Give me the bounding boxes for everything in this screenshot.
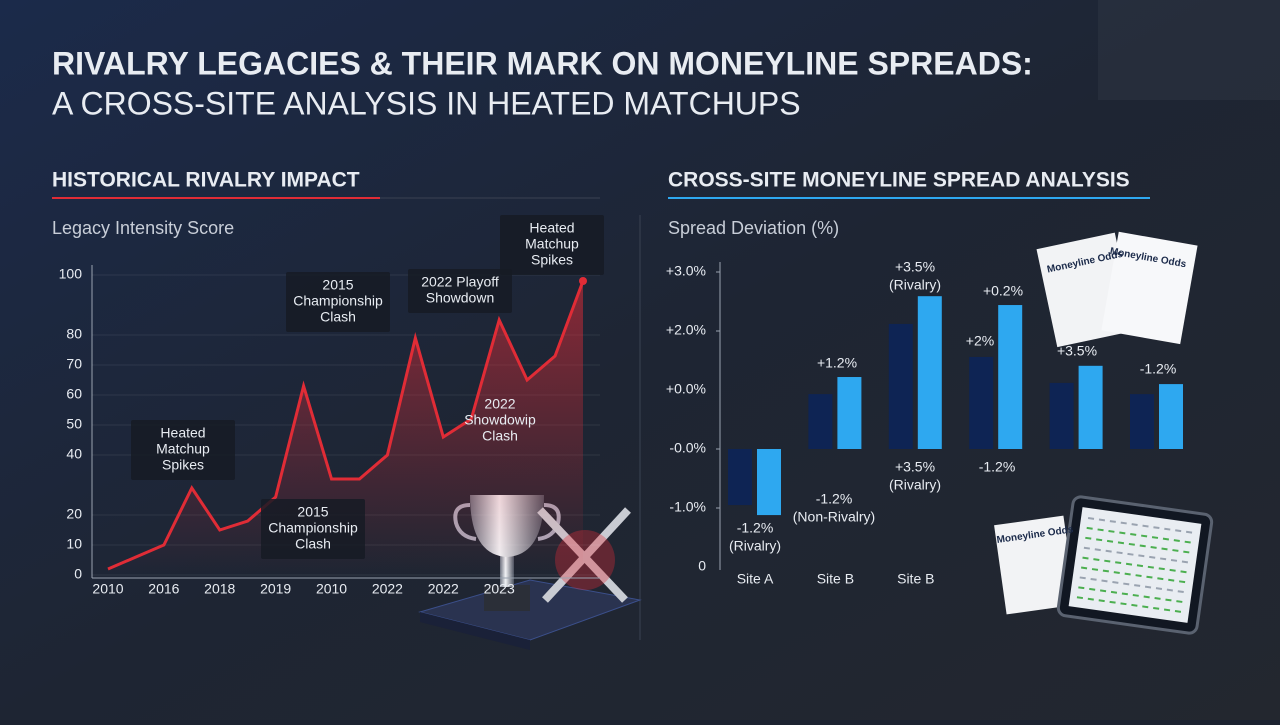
annotation: Clash	[295, 536, 331, 552]
annotation: +3.5%	[895, 259, 935, 275]
axis-title: Legacy Intensity Score	[52, 218, 234, 238]
annotation: +1.2%	[817, 355, 857, 371]
annotation: 2015	[322, 277, 353, 293]
bar	[808, 394, 833, 449]
annotation: +3.5%	[1057, 343, 1097, 359]
annotation: (Rivalry)	[729, 538, 781, 554]
y-tick-label: -1.0%	[669, 499, 706, 515]
annotation: Championship	[293, 293, 383, 309]
x-tick-label: 2022	[372, 581, 403, 597]
end-dot	[579, 277, 587, 285]
annotation: Heated	[160, 425, 205, 441]
annotation-box	[500, 215, 604, 275]
annotation: Championship	[268, 520, 358, 536]
y-tick-label: 60	[66, 386, 82, 402]
annotation: +2%	[966, 333, 994, 349]
tablet-row	[1080, 566, 1187, 584]
x-tick-label: 2010	[92, 581, 123, 597]
y-tick-label: -0.0%	[669, 440, 706, 456]
y-tick-label: 80	[66, 326, 82, 342]
bar	[1130, 394, 1154, 449]
annotation: (Rivalry)	[889, 477, 941, 493]
y-tick-label: +0.0%	[666, 381, 706, 397]
annotation: Showdown	[426, 290, 495, 306]
x-tick-label: Site A	[737, 571, 774, 587]
annotation: Showdowip	[464, 412, 536, 428]
x-tick-label: 2018	[204, 581, 235, 597]
area	[108, 281, 583, 575]
bar	[998, 305, 1023, 449]
y-tick-label: 40	[66, 446, 82, 462]
tablet-row	[1083, 546, 1190, 564]
annotation: Clash	[320, 309, 356, 325]
chart-title: HISTORICAL RIVALRY IMPACT	[52, 169, 360, 192]
bar	[917, 296, 942, 449]
annotation: Heated	[529, 220, 574, 236]
annotation: 2015	[297, 504, 328, 520]
decor-square	[1098, 0, 1280, 100]
annotation: -1.2%	[979, 459, 1016, 475]
y-tick-label: +3.0%	[666, 263, 706, 279]
annotation-box	[131, 420, 235, 480]
bar	[1159, 384, 1183, 449]
annotation: 2022	[484, 396, 515, 412]
x-tick-label: 2023	[484, 581, 515, 597]
y-tick-label: 20	[66, 506, 82, 522]
bar	[728, 449, 752, 506]
annotation: 2022 Playoff	[421, 274, 499, 290]
bar	[888, 323, 913, 449]
tablet-row	[1087, 517, 1194, 534]
y-tick-label: 0	[74, 566, 82, 582]
annotation: -1.2%	[1140, 361, 1177, 377]
x-tick-label: 2010	[316, 581, 347, 597]
bar	[837, 377, 862, 449]
annotation-box	[286, 272, 390, 332]
y-tick-label: 50	[66, 416, 82, 432]
page-subtitle: A CROSS-SITE ANALYSIS IN HEATED MATCHUPS	[52, 85, 801, 121]
annotation: +0.2%	[983, 283, 1023, 299]
y-tick-label: 0	[698, 558, 706, 574]
annotation: Clash	[482, 428, 518, 444]
annotation: (Rivalry)	[889, 277, 941, 293]
annotation: Matchup	[156, 441, 210, 457]
annotation: Matchup	[525, 236, 579, 252]
tablet-row	[1078, 586, 1184, 604]
annotation-box	[408, 269, 512, 313]
annotation: (Non-Rivalry)	[793, 509, 875, 525]
bar	[969, 356, 994, 449]
y-tick-label: 100	[59, 266, 83, 282]
documents-decor	[994, 231, 1214, 635]
bar	[1049, 382, 1074, 449]
page-title: RIVALRY LEGACIES & THEIR MARK ON MONEYLI…	[52, 45, 1033, 81]
bar	[1078, 365, 1103, 449]
annotation: Spikes	[162, 457, 204, 473]
y-tick-label: 70	[66, 356, 82, 372]
annotation: -1.2%	[816, 491, 853, 507]
y-tick-label: +2.0%	[666, 322, 706, 338]
x-tick-label: 2022	[428, 581, 459, 597]
y-tick-label: 10	[66, 536, 82, 552]
tablet-row	[1076, 596, 1183, 613]
tablet-row	[1086, 526, 1192, 544]
tablet-row	[1085, 536, 1191, 554]
chart-title: CROSS-SITE MONEYLINE SPREAD ANALYSIS	[668, 169, 1130, 192]
tablet-row	[1079, 576, 1185, 594]
axis-title: Spread Deviation (%)	[668, 218, 839, 238]
bar	[757, 449, 781, 516]
tablet-row	[1082, 556, 1188, 574]
x-tick-label: Site B	[817, 571, 854, 587]
x-tick-label: 2016	[148, 581, 179, 597]
line	[107, 280, 585, 571]
annotation-box	[261, 499, 365, 559]
annotation: -1.2%	[737, 520, 774, 536]
x-tick-label: Site B	[897, 571, 934, 587]
x-tick-label: 2019	[260, 581, 291, 597]
annotation: +3.5%	[895, 459, 935, 475]
annotation: Spikes	[531, 252, 573, 268]
